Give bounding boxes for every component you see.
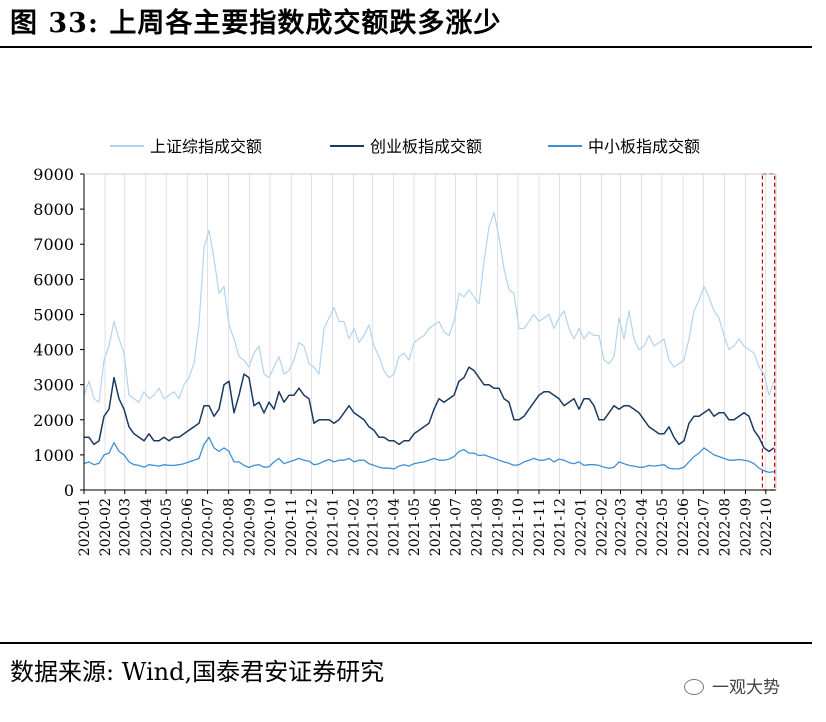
y-tick-label: 2000 — [33, 411, 74, 430]
x-tick-label: 2021-02 — [347, 498, 363, 556]
y-tick-label: 8000 — [33, 200, 74, 219]
watermark-text: 一观大势 — [712, 678, 780, 698]
plot-area — [84, 174, 776, 490]
x-tick-label: 2021-12 — [552, 498, 568, 556]
y-tick-label: 0 — [64, 481, 74, 500]
x-tick-label: 2020-01 — [77, 498, 93, 556]
series-lines — [83, 212, 775, 474]
legend-label-sse: 上证综指成交额 — [150, 137, 262, 156]
x-tick-label: 2020-06 — [180, 498, 196, 556]
x-tick-label: 2021-05 — [407, 498, 423, 556]
y-tick-label: 1000 — [33, 446, 74, 465]
y-tick-label: 6000 — [33, 270, 74, 289]
x-tick-label: 2021-07 — [448, 498, 464, 556]
gridlines — [104, 174, 767, 490]
y-tick-label: 3000 — [33, 376, 74, 395]
x-tick-label: 2022-09 — [738, 498, 754, 556]
source-note: 数据来源: Wind,国泰君安证券研究 — [10, 658, 385, 686]
series-line-sme — [83, 436, 775, 474]
x-tick-label: 2022-06 — [676, 498, 692, 556]
x-tick-label: 2021-10 — [511, 498, 527, 556]
x-tick-label: 2022-07 — [696, 498, 712, 556]
x-tick-label: 2022-04 — [635, 498, 651, 556]
series-line-sse — [83, 212, 775, 403]
x-tick-label: 2020-08 — [222, 498, 238, 556]
wechat-icon — [684, 679, 704, 695]
x-tick-label: 2020-07 — [201, 498, 217, 556]
x-tick-label: 2022-02 — [594, 498, 610, 556]
y-tick-label: 9000 — [33, 165, 74, 184]
series-line-chinext — [84, 366, 775, 453]
figure-title: 图 33: 上周各主要指数成交额跌多涨少 — [10, 8, 502, 39]
x-tick-label: 2020-11 — [284, 498, 300, 556]
y-tick-label: 4000 — [33, 341, 74, 360]
footer-rule — [0, 642, 812, 644]
x-tick-label: 2020-02 — [98, 498, 114, 556]
highlight-window — [761, 173, 776, 491]
x-tick-label: 2020-09 — [243, 498, 259, 556]
legend-label-sme: 中小板指成交额 — [588, 137, 700, 156]
axes — [83, 173, 777, 491]
x-tick-label: 2021-11 — [532, 498, 548, 556]
x-tick-label: 2021-03 — [366, 498, 382, 556]
y-tick-label: 5000 — [33, 305, 74, 324]
line-chart: 上证综指成交额 创业板指成交额 中小板指成交额 0 1000 2000 3000 4000 5… — [33, 137, 777, 556]
x-axis-ticks: 2020-01 2020-02 2020-03 2020-04 2020-05 2020-… — [77, 490, 775, 556]
y-axis-ticks: 0 1000 2000 3000 4000 5000 6000 7000 8000 9000 — [33, 165, 84, 500]
x-tick-label: 2022-10 — [759, 498, 775, 556]
chart-legend: 上证综指成交额 创业板指成交额 中小板指成交额 — [110, 137, 700, 156]
title-rule — [0, 46, 812, 48]
x-tick-label: 2021-08 — [470, 498, 486, 556]
x-tick-label: 2022-05 — [655, 498, 671, 556]
x-tick-label: 2021-01 — [326, 498, 342, 556]
x-tick-label: 2021-09 — [491, 498, 507, 556]
x-tick-label: 2022-03 — [613, 498, 629, 556]
x-tick-label: 2021-04 — [387, 498, 403, 556]
x-tick-label: 2020-05 — [159, 498, 175, 556]
x-tick-label: 2020-04 — [139, 498, 155, 556]
x-tick-label: 2022-08 — [717, 498, 733, 556]
legend-label-chinext: 创业板指成交额 — [370, 137, 482, 156]
highlight-box — [761, 173, 776, 491]
x-tick-label: 2021-06 — [428, 498, 444, 556]
x-tick-label: 2020-12 — [304, 498, 320, 556]
x-tick-label: 2020-10 — [263, 498, 279, 556]
plot-background — [84, 174, 776, 490]
watermark: 一观大势 — [684, 676, 780, 700]
y-tick-label: 7000 — [33, 235, 74, 254]
x-tick-label: 2022-01 — [573, 498, 589, 556]
x-tick-label: 2020-03 — [118, 498, 134, 556]
